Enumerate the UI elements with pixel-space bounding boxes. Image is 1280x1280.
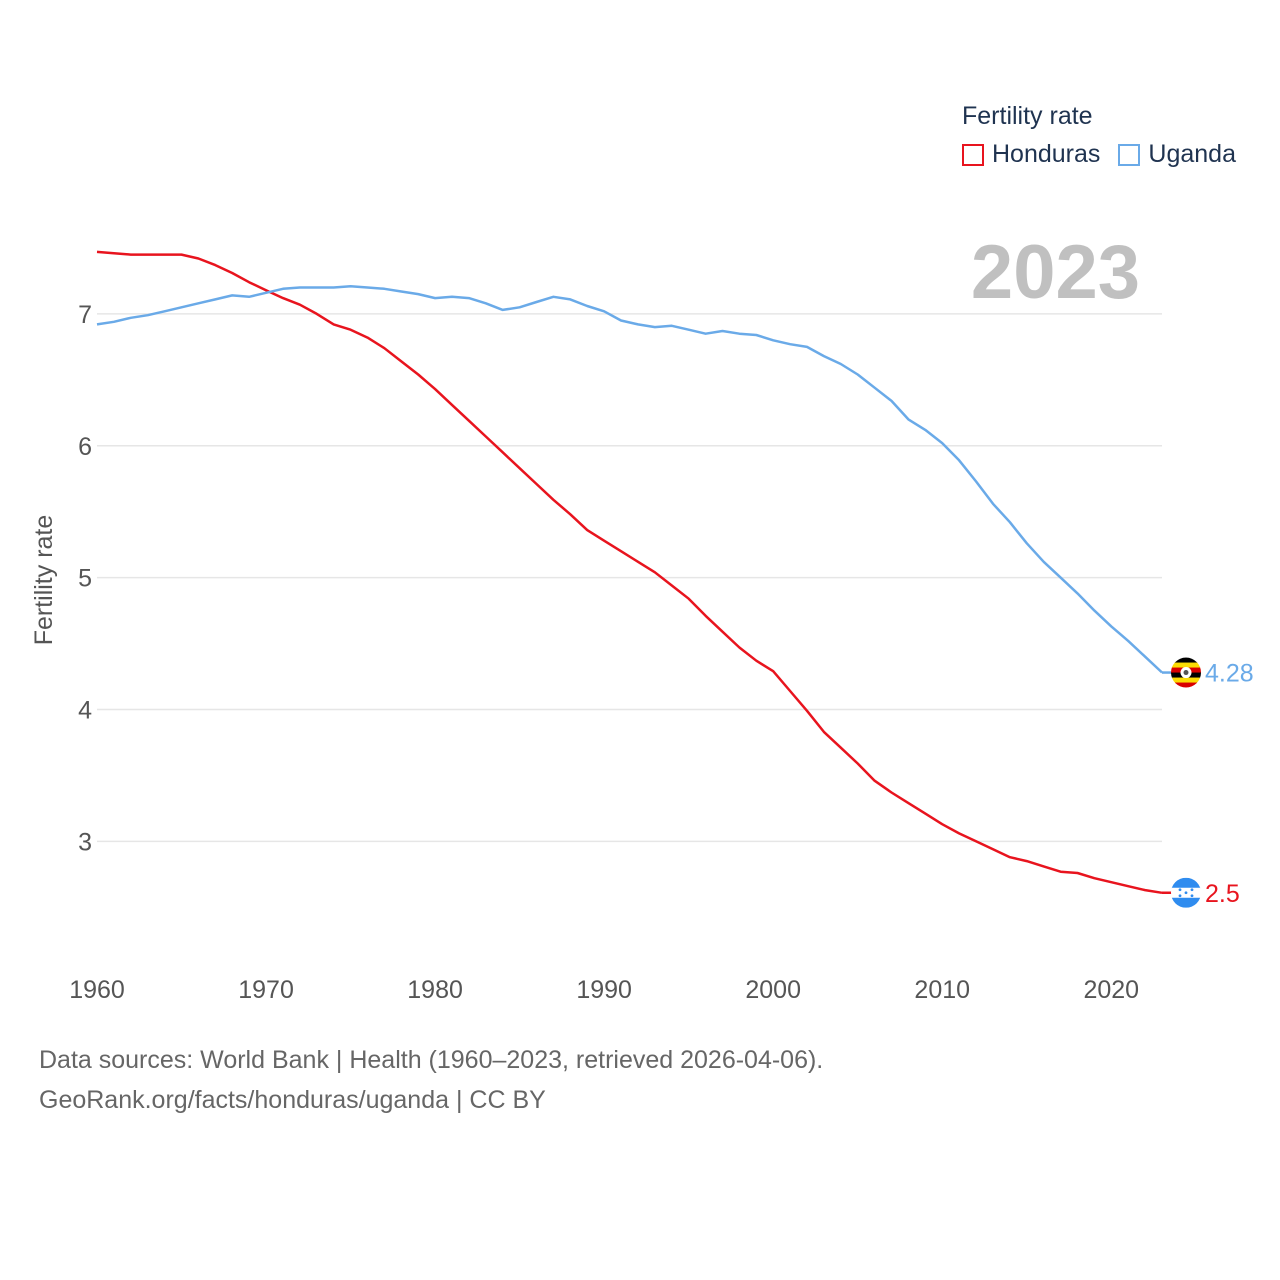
y-tick-label: 6 bbox=[78, 433, 92, 461]
y-tick-label: 5 bbox=[78, 565, 92, 593]
legend: Fertility rate Honduras Uganda bbox=[962, 100, 1254, 169]
legend-label-uganda: Uganda bbox=[1148, 140, 1236, 168]
legend-item-uganda[interactable]: Uganda bbox=[1118, 140, 1236, 169]
legend-item-honduras[interactable]: Honduras bbox=[962, 140, 1100, 169]
gridlines bbox=[97, 313, 1162, 843]
series-line-uganda bbox=[96, 284, 1163, 674]
x-axis-ticks: 1960 1970 1980 1990 2000 2010 2020 bbox=[69, 976, 1139, 1004]
series-end-markers: 2.5 4.28 bbox=[1162, 657, 1254, 908]
year-stamp: 2023 bbox=[970, 230, 1140, 315]
footer-link[interactable]: GeoRank.org/facts/honduras/uganda | CC B… bbox=[39, 1086, 546, 1114]
footer-sources: Data sources: World Bank | Health (1960–… bbox=[39, 1046, 824, 1074]
y-tick-label: 7 bbox=[78, 301, 92, 329]
end-label-honduras: 2.5 bbox=[1205, 880, 1240, 908]
x-tick-label: 2000 bbox=[745, 976, 801, 1004]
legend-label-honduras: Honduras bbox=[992, 140, 1101, 168]
legend-title: Fertility rate bbox=[962, 102, 1093, 130]
x-tick-label: 1990 bbox=[576, 976, 632, 1004]
footer: Data sources: World Bank | Health (1960–… bbox=[39, 1040, 823, 1120]
x-tick-label: 1960 bbox=[69, 976, 125, 1004]
end-label-uganda: 4.28 bbox=[1205, 660, 1254, 688]
y-tick-label: 4 bbox=[78, 696, 92, 724]
y-tick-label: 3 bbox=[78, 828, 92, 856]
y-axis-label: Fertility rate bbox=[30, 515, 58, 646]
x-tick-label: 1970 bbox=[238, 976, 294, 1004]
y-axis-ticks: 3 4 5 6 7 bbox=[78, 301, 92, 856]
uganda-flag-icon bbox=[1171, 657, 1201, 688]
legend-swatch-uganda bbox=[1118, 143, 1141, 166]
series-line-honduras bbox=[96, 250, 1163, 895]
x-tick-label: 1980 bbox=[407, 976, 463, 1004]
legend-items: Honduras Uganda bbox=[962, 140, 1254, 169]
series-lines bbox=[96, 250, 1163, 895]
x-tick-label: 2010 bbox=[914, 976, 970, 1004]
legend-swatch-honduras bbox=[962, 143, 984, 166]
x-tick-label: 2020 bbox=[1083, 976, 1139, 1004]
honduras-flag-icon bbox=[1171, 877, 1201, 908]
